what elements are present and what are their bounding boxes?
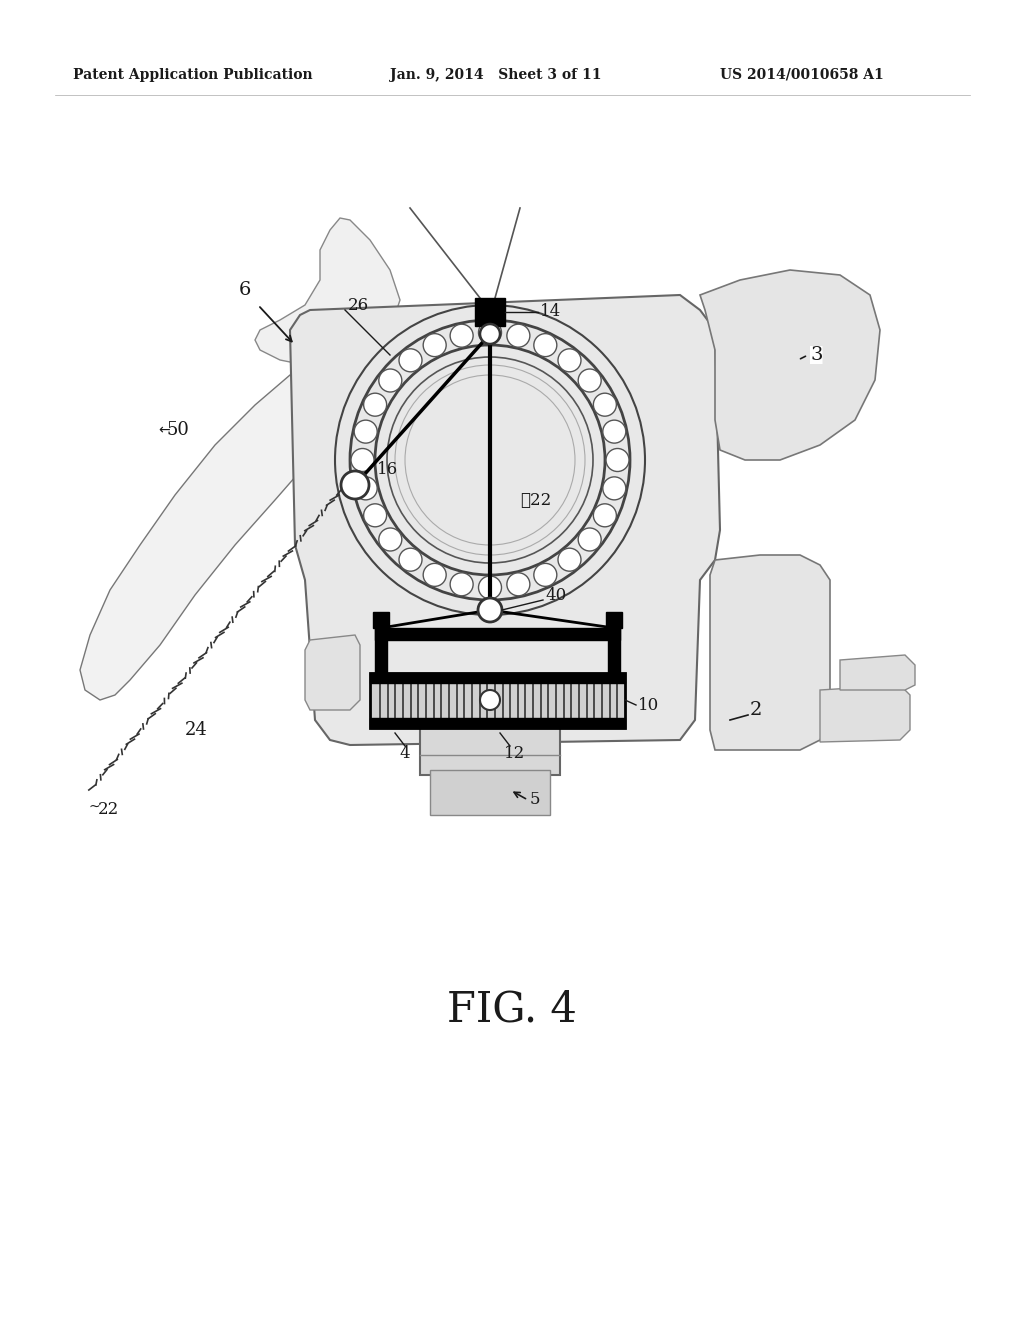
Circle shape: [593, 393, 616, 416]
Circle shape: [364, 393, 387, 416]
Circle shape: [451, 573, 473, 595]
Text: 26: 26: [348, 297, 369, 314]
Polygon shape: [255, 218, 400, 366]
Circle shape: [593, 504, 616, 527]
Text: 10: 10: [638, 697, 659, 714]
Text: US 2014/0010658 A1: US 2014/0010658 A1: [720, 69, 884, 82]
Bar: [606, 612, 622, 628]
Circle shape: [354, 420, 377, 444]
Circle shape: [351, 449, 374, 471]
Polygon shape: [700, 271, 880, 459]
Circle shape: [558, 348, 581, 372]
Circle shape: [399, 348, 422, 372]
Text: 24: 24: [185, 721, 208, 739]
Bar: [608, 628, 620, 673]
Bar: [375, 628, 620, 640]
Circle shape: [364, 504, 387, 527]
Circle shape: [478, 576, 502, 599]
Circle shape: [379, 528, 401, 550]
Circle shape: [480, 323, 500, 345]
Circle shape: [558, 548, 581, 572]
Text: 5: 5: [530, 792, 541, 808]
Circle shape: [478, 321, 502, 345]
Text: 2: 2: [750, 701, 763, 719]
Bar: [373, 612, 389, 628]
Text: 22: 22: [98, 801, 119, 818]
Text: 14: 14: [540, 304, 561, 321]
Polygon shape: [820, 685, 910, 742]
Text: ←: ←: [158, 422, 170, 437]
Polygon shape: [710, 554, 830, 750]
Bar: [375, 628, 387, 673]
Circle shape: [451, 325, 473, 347]
Bar: [475, 298, 505, 326]
Circle shape: [478, 598, 502, 622]
Circle shape: [423, 564, 446, 586]
Text: 50: 50: [167, 421, 189, 440]
Bar: [370, 673, 625, 682]
Text: 12: 12: [505, 744, 525, 762]
Circle shape: [507, 573, 529, 595]
Polygon shape: [80, 352, 355, 700]
Circle shape: [579, 528, 601, 550]
Circle shape: [606, 449, 629, 471]
Circle shape: [507, 325, 529, 347]
Circle shape: [341, 471, 369, 499]
Text: 40: 40: [545, 586, 566, 603]
Text: 6: 6: [239, 281, 251, 300]
Text: 3: 3: [810, 346, 822, 364]
Bar: [430, 770, 550, 814]
Text: Patent Application Publication: Patent Application Publication: [73, 69, 312, 82]
Text: 16: 16: [377, 462, 398, 479]
Text: FIG. 4: FIG. 4: [447, 989, 577, 1031]
Text: ~: ~: [88, 800, 99, 814]
Circle shape: [534, 564, 557, 586]
Bar: [370, 673, 625, 729]
Circle shape: [480, 690, 500, 710]
Bar: [370, 718, 625, 729]
Circle shape: [534, 334, 557, 356]
Circle shape: [603, 420, 626, 444]
Polygon shape: [290, 294, 720, 744]
Polygon shape: [840, 655, 915, 690]
Text: ∲22: ∲22: [520, 491, 551, 508]
Circle shape: [423, 334, 446, 356]
Circle shape: [379, 370, 401, 392]
Circle shape: [579, 370, 601, 392]
Text: 4: 4: [399, 744, 411, 762]
Bar: [420, 719, 560, 775]
Text: Jan. 9, 2014   Sheet 3 of 11: Jan. 9, 2014 Sheet 3 of 11: [390, 69, 601, 82]
Circle shape: [399, 548, 422, 572]
Circle shape: [603, 477, 626, 500]
Polygon shape: [305, 635, 360, 710]
Circle shape: [354, 477, 377, 500]
